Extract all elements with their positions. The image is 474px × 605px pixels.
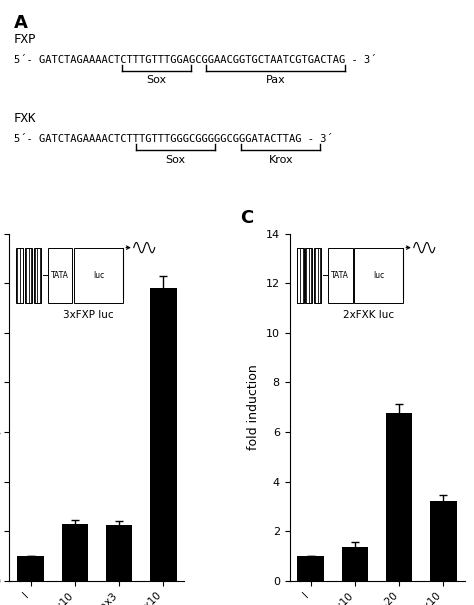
Text: Sox: Sox: [146, 76, 166, 85]
Bar: [328, 247, 353, 303]
Bar: [48, 247, 73, 303]
Bar: [74, 247, 123, 303]
Bar: [305, 247, 312, 303]
Text: luc: luc: [93, 271, 104, 280]
Text: FXK: FXK: [14, 112, 36, 125]
Bar: [106, 525, 132, 581]
Text: A: A: [14, 14, 28, 31]
Y-axis label: fold induction: fold induction: [247, 364, 260, 450]
Bar: [34, 247, 41, 303]
Text: 2xFXK luc: 2xFXK luc: [343, 310, 394, 320]
Bar: [17, 247, 24, 303]
Text: FXP: FXP: [14, 33, 36, 46]
Text: TATA: TATA: [331, 271, 349, 280]
Bar: [430, 502, 456, 581]
Text: 5´- GATCTAGAAAACTCTTTGTTTGGGCGGGGGCGGGATACTTAG - 3´: 5´- GATCTAGAAAACTCTTTGTTTGGGCGGGGGCGGGAT…: [14, 134, 333, 144]
Text: Krox: Krox: [268, 155, 293, 165]
Bar: [150, 288, 176, 581]
Text: 5´- GATCTAGAAAACTCTTTGTTTGGAGCGGAACGGTGCTAATCGTGACTAG - 3´: 5´- GATCTAGAAAACTCTTTGTTTGGAGCGGAACGGTGC…: [14, 55, 376, 65]
Bar: [314, 247, 321, 303]
Text: TATA: TATA: [51, 271, 69, 280]
Bar: [25, 247, 32, 303]
Text: Pax: Pax: [265, 76, 285, 85]
Bar: [354, 247, 403, 303]
Text: 3xFXP luc: 3xFXP luc: [63, 310, 114, 320]
Bar: [342, 548, 368, 581]
Bar: [62, 524, 88, 581]
Text: C: C: [240, 209, 254, 227]
Bar: [18, 556, 44, 581]
Bar: [298, 556, 324, 581]
Text: Sox: Sox: [166, 155, 186, 165]
Bar: [297, 247, 303, 303]
Text: luc: luc: [373, 271, 384, 280]
Bar: [386, 413, 412, 581]
